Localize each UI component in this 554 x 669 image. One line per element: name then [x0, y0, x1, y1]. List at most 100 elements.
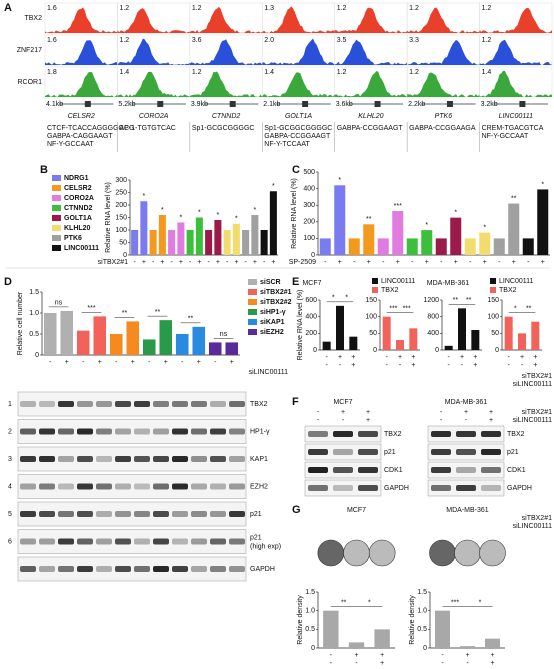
x-tick-label: +	[271, 259, 275, 266]
blot-band	[58, 428, 74, 435]
condition-sign: -	[466, 660, 469, 667]
gene-size: 3.9kb	[191, 101, 208, 108]
blot-band	[172, 428, 188, 435]
motif: GABPA-CCGGAAGT	[264, 133, 331, 140]
blot-band	[134, 401, 150, 407]
y-tick-label: 1.0	[29, 310, 39, 317]
blot-label: EZH2	[250, 483, 268, 490]
legend-swatch	[52, 215, 61, 221]
condition-sign: -	[507, 362, 510, 369]
panel-label: C	[292, 164, 300, 176]
y-tick-label: 50	[119, 239, 127, 246]
y-tick-label: 250	[115, 189, 127, 196]
blot-band	[358, 449, 378, 455]
track-scale: 1.2	[409, 69, 419, 76]
blot-label: p21	[384, 449, 396, 456]
x-tick-label: -	[527, 259, 530, 266]
bar	[460, 646, 475, 648]
blot-band	[431, 449, 451, 455]
gene-size: 4.1kb	[46, 101, 63, 108]
significance: *	[180, 214, 183, 221]
x-tick-label: +	[65, 359, 69, 366]
significance: *	[235, 216, 238, 223]
blot-band	[153, 566, 169, 572]
track-signal	[45, 71, 118, 97]
blot-band	[191, 566, 207, 572]
bar	[175, 334, 189, 355]
blot-band	[172, 511, 188, 517]
track-scale: 1.2	[337, 5, 347, 12]
motif: CTCF-TCACCAGGGGGCG	[47, 125, 135, 132]
bar	[149, 230, 157, 255]
significance: ***	[389, 306, 397, 313]
bar	[377, 238, 389, 255]
x-tick-label: +	[234, 259, 238, 266]
x-tick-label: -	[226, 259, 229, 266]
blot-band	[77, 428, 93, 435]
condition-sign: +	[473, 362, 477, 369]
motif: Sp1-GCGCGGGGC	[192, 125, 255, 132]
bar	[76, 330, 90, 355]
bar	[195, 217, 203, 255]
blot-band	[20, 483, 36, 490]
condition-sign: -	[447, 354, 450, 361]
significance: **	[122, 310, 128, 317]
significance: *	[345, 295, 348, 302]
blot-band	[358, 431, 378, 437]
bar	[158, 215, 166, 255]
y-tick-label: 0	[435, 347, 439, 354]
bar	[251, 215, 259, 255]
track-signal	[189, 39, 263, 65]
track-label: RCOR1	[17, 79, 42, 86]
blot-band	[229, 428, 245, 435]
significance: *	[479, 600, 482, 607]
chart-title: MCF7	[347, 507, 366, 514]
blot-band	[134, 428, 150, 435]
x-tick-label: +	[338, 259, 342, 266]
blot-band	[134, 483, 150, 490]
gene-size: 5.2kb	[118, 101, 135, 108]
significance: ns	[55, 300, 63, 307]
blot-band	[191, 428, 207, 435]
bar	[444, 345, 453, 350]
legend-label: siHP1-γ	[260, 309, 286, 316]
track-scale: 1.4	[264, 69, 274, 76]
legend-label: KLHL20	[64, 225, 91, 232]
track-signal	[479, 8, 552, 33]
track-signal	[117, 71, 190, 97]
panel-label: E	[292, 276, 299, 288]
condition-sign: +	[411, 354, 415, 361]
blot-band	[431, 485, 451, 491]
blot-label: GAPDH	[250, 566, 275, 573]
y-tick-label: 100	[115, 227, 127, 234]
x-tick-label: -	[440, 259, 443, 266]
bar	[435, 610, 450, 648]
blot-band	[77, 483, 93, 490]
x-tick-label: +	[142, 259, 146, 266]
y-tick-label: 0	[35, 352, 39, 359]
colony-well	[454, 539, 481, 567]
track-scale: 1.6	[47, 5, 57, 12]
blot-band	[172, 538, 188, 545]
bar	[93, 316, 107, 355]
track-signal	[262, 38, 335, 65]
blot-band	[96, 456, 112, 462]
track-signal	[407, 40, 480, 65]
exon	[374, 101, 381, 107]
blot-band	[39, 456, 55, 462]
y-tick-label: 400	[303, 185, 315, 192]
legend-label: GOLT1A	[64, 215, 92, 222]
blot-band	[308, 449, 328, 455]
legend-label: siKAP1	[260, 319, 285, 326]
blot-band	[58, 538, 74, 545]
y-tick-label: 0	[311, 252, 315, 259]
y-tick-label: 400	[427, 330, 439, 337]
y-tick-label: 0.5	[29, 331, 39, 338]
bar	[522, 238, 534, 255]
gene-name: CORO2A	[139, 113, 169, 120]
y-tick-label: 1.0	[305, 608, 315, 615]
bar	[421, 230, 433, 255]
track-scale: 1.2	[409, 5, 419, 12]
condition-sign: -	[465, 417, 468, 424]
bar	[531, 321, 540, 350]
